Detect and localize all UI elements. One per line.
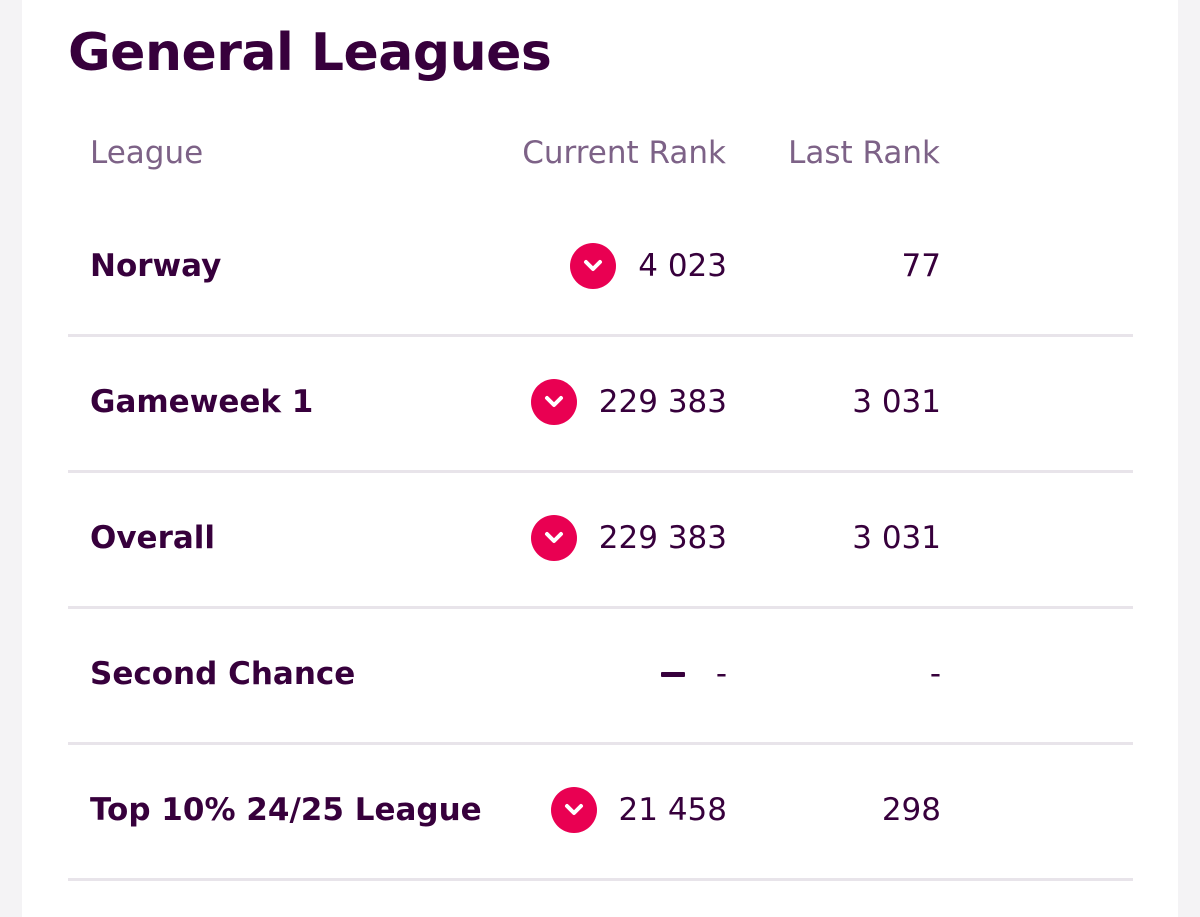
current-rank-cell: 229 383 (530, 470, 727, 606)
column-header-last-rank: Last Rank (788, 135, 940, 171)
chevron-down-icon (530, 379, 577, 425)
last-rank-value: 3 031 (852, 520, 941, 556)
chevron-down-icon (530, 515, 577, 561)
league-name[interactable]: Gameweek 1 (90, 384, 314, 420)
current-rank-value: 21 458 (618, 792, 727, 828)
league-row-overall[interactable]: Overall 229 383 3 031 (68, 470, 1133, 609)
chevron-down-icon (570, 243, 617, 289)
last-rank-value: 77 (901, 248, 941, 284)
league-name[interactable]: Overall (90, 520, 216, 556)
league-row-norway[interactable]: Norway 4 023 77 (68, 198, 1133, 337)
league-name[interactable]: Second Chance (90, 656, 356, 692)
current-rank-cell: 4 023 (570, 198, 727, 334)
league-row-gameweek-1[interactable]: Gameweek 1 229 383 3 031 (68, 334, 1133, 473)
current-rank-cell: 229 383 (530, 334, 727, 470)
column-header-league: League (90, 135, 204, 171)
league-row-second-chance[interactable]: Second Chance - - (68, 606, 1133, 745)
league-name[interactable]: Norway (90, 248, 222, 284)
last-rank-value: - (929, 656, 941, 692)
no-change-icon (660, 651, 686, 697)
current-rank-value: - (715, 656, 727, 692)
column-header-current-rank: Current Rank (522, 135, 726, 171)
chevron-down-icon (550, 787, 597, 833)
last-rank-value: 3 031 (852, 384, 941, 420)
page-title: General Leagues (68, 23, 552, 83)
league-name[interactable]: Top 10% 24/25 League (90, 792, 482, 828)
current-rank-value: 4 023 (638, 248, 727, 284)
league-row-top-10-percent[interactable]: Top 10% 24/25 League 21 458 298 (68, 742, 1133, 881)
last-rank-value: 298 (881, 792, 941, 828)
current-rank-value: 229 383 (598, 520, 727, 556)
general-leagues-card: General Leagues League Current Rank Last… (22, 0, 1178, 917)
current-rank-cell: - (660, 606, 727, 742)
current-rank-value: 229 383 (598, 384, 727, 420)
current-rank-cell: 21 458 (550, 742, 727, 878)
